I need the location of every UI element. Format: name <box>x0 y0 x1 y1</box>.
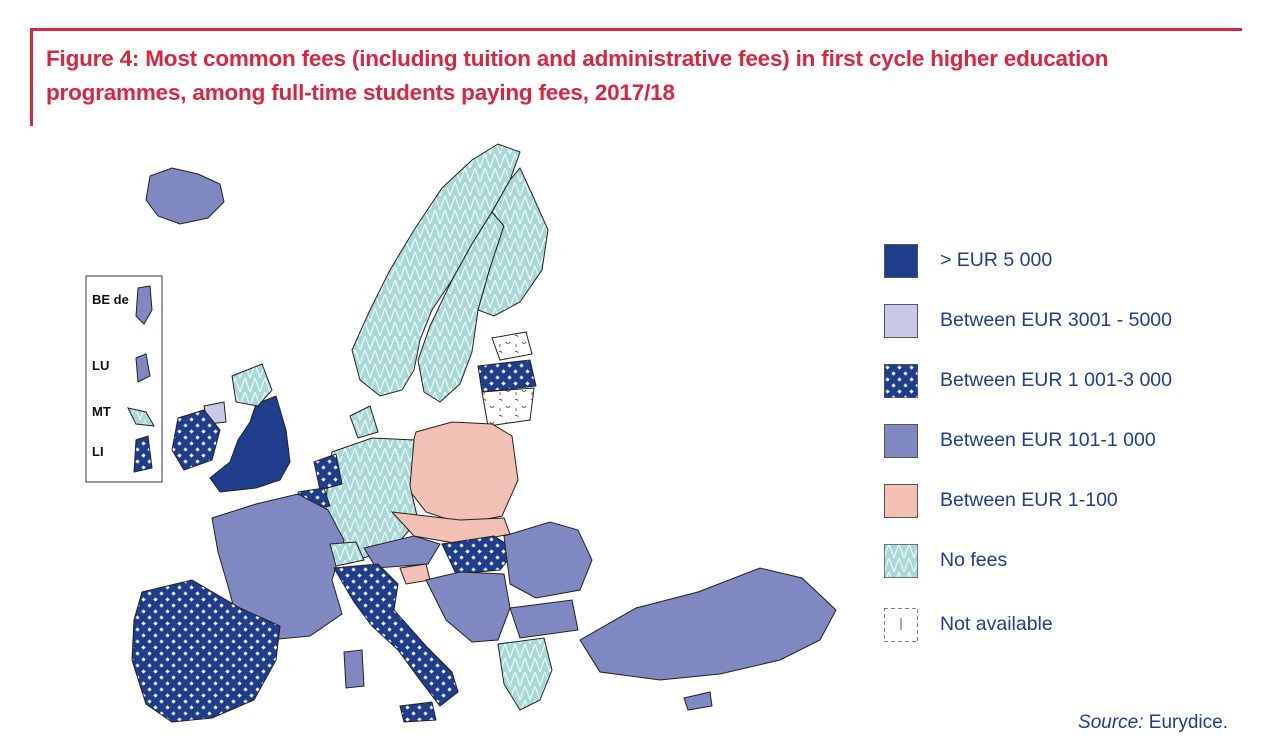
inset-shape-be-de <box>135 285 153 325</box>
map-country-sicily <box>399 701 437 723</box>
legend-item-3001-5000: Between EUR 3001 - 5000 <box>884 304 1244 340</box>
legend-label: > EUR 5 000 <box>940 249 1053 271</box>
title-frame-top <box>30 28 1242 31</box>
legend-item-over-5000: > EUR 5 000 <box>884 244 1244 280</box>
inset-label-li: LI <box>92 444 104 459</box>
legend-swatch <box>884 544 918 578</box>
map-country-bulgaria <box>509 599 579 639</box>
map-country-greece <box>497 637 553 711</box>
map-country-cyprus <box>683 691 713 711</box>
legend-label: Between EUR 3001 - 5000 <box>940 309 1172 331</box>
legend-item-not-available: Not available <box>884 608 1244 644</box>
legend-item-1001-3000: Between EUR 1 001-3 000 <box>884 364 1244 400</box>
inset-shape-li <box>133 435 153 473</box>
legend-swatch <box>884 608 918 642</box>
map-country-scotland <box>231 363 273 407</box>
legend-label: Not available <box>940 613 1053 635</box>
legend-label: No fees <box>940 549 1008 571</box>
europe-map: BE de LU MT LI <box>85 143 837 723</box>
map-country-romania <box>503 521 593 599</box>
legend-item-101-1000: Between EUR 101-1 000 <box>884 424 1244 460</box>
inset-shape-lu <box>135 353 151 383</box>
source-text: Eurydice. <box>1143 712 1228 733</box>
map-country-turkey <box>579 567 837 681</box>
source-note: Source: Eurydice. <box>1078 712 1228 734</box>
map-country-uk <box>209 395 291 493</box>
map-country-finland <box>477 167 549 317</box>
source-prefix: Source: <box>1078 712 1144 733</box>
map-country-lithuania <box>481 387 535 427</box>
figure-title: Figure 4: Most common fees (including tu… <box>46 46 1109 105</box>
legend-label: Between EUR 1 001-3 000 <box>940 369 1172 391</box>
legend-label: Between EUR 101-1 000 <box>940 429 1156 451</box>
map-country-iberia <box>131 579 281 723</box>
map-country-poland <box>405 421 519 525</box>
map-country-denmark <box>349 405 379 439</box>
legend-swatch <box>884 484 918 518</box>
map-country-latvia <box>477 359 537 393</box>
inset-label-mt: MT <box>92 404 111 419</box>
map-country-ireland <box>171 409 221 471</box>
map-country-switzerland <box>329 541 365 567</box>
map-country-italy <box>333 563 459 707</box>
legend-swatch <box>884 244 918 278</box>
map-country-iceland <box>145 167 225 225</box>
inset-label-be-de: BE de <box>92 292 129 307</box>
map-country-balkans <box>425 571 511 643</box>
map-country-slovenia <box>399 563 431 585</box>
legend-swatch <box>884 364 918 398</box>
legend-swatch <box>884 424 918 458</box>
title-frame-left <box>30 28 33 126</box>
map-country-estonia <box>491 331 533 361</box>
inset-label-lu: LU <box>92 358 109 373</box>
legend-item-no-fees: No fees <box>884 544 1244 580</box>
map-country-sardinia <box>343 649 365 689</box>
map-country-netherlands <box>313 453 343 491</box>
legend-label: Between EUR 1-100 <box>940 489 1118 511</box>
inset-shape-mt <box>127 407 155 427</box>
map-country-france <box>211 493 345 641</box>
legend-item-1-100: Between EUR 1-100 <box>884 484 1244 520</box>
legend-swatch <box>884 304 918 338</box>
